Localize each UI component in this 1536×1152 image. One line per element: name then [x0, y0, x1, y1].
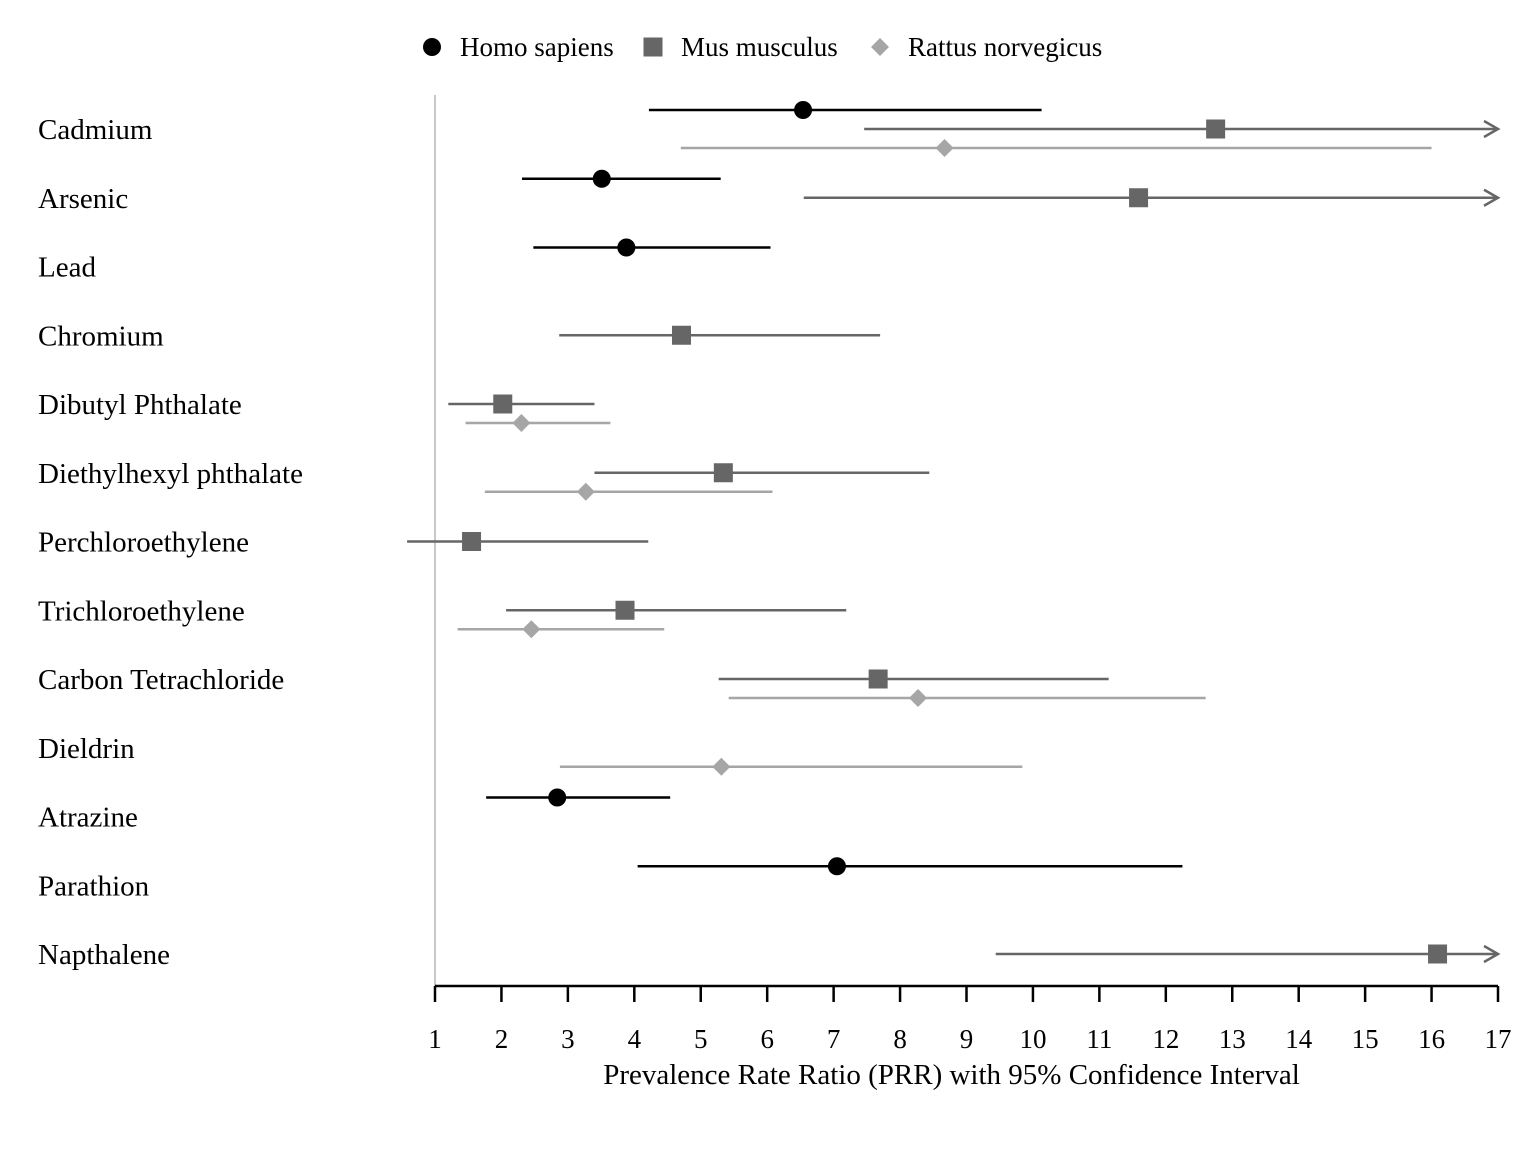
point-homo-sapiens-parathion	[827, 857, 846, 876]
point-homo-sapiens-lead	[617, 238, 636, 257]
legend-label: Homo sapiens	[460, 32, 614, 62]
legend-marker-diamond	[871, 38, 889, 56]
category-label-diethylhexyl-phthalate: Diethylhexyl phthalate	[38, 458, 303, 490]
category-label-dieldrin: Dieldrin	[38, 733, 135, 765]
point-homo-sapiens-cadmium	[794, 101, 813, 119]
point-rattus-norvegicus-carbon-tetrachloride	[909, 689, 928, 707]
point-rattus-norvegicus-cadmium	[935, 139, 954, 157]
x-tick-label: 9	[960, 1024, 974, 1054]
legend-label: Rattus norvegicus	[908, 32, 1102, 62]
category-label-trichloroethylene: Trichloroethylene	[38, 595, 245, 627]
ci-arrow-mus-musculus-cadmium	[1483, 119, 1501, 139]
x-tick-label: 1	[428, 1024, 442, 1054]
point-mus-musculus-trichloroethylene	[615, 600, 635, 620]
point-mus-musculus-cadmium	[1206, 119, 1226, 139]
point-homo-sapiens-atrazine	[548, 788, 567, 807]
point-rattus-norvegicus-dibutyl-phthalate	[512, 414, 531, 432]
x-tick-label: 4	[628, 1024, 642, 1054]
point-mus-musculus-chromium	[671, 325, 691, 345]
x-tick-label: 3	[561, 1024, 575, 1054]
x-tick-label: 6	[760, 1024, 774, 1054]
legend-label: Mus musculus	[681, 32, 838, 62]
series-rattus-norvegicus	[457, 139, 1432, 776]
category-label-perchloroethylene: Perchloroethylene	[38, 527, 249, 559]
point-mus-musculus-dibutyl-phthalate	[493, 394, 513, 414]
point-rattus-norvegicus-dieldrin	[712, 757, 731, 776]
x-tick-label: 12	[1152, 1024, 1179, 1054]
x-tick-label: 5	[694, 1024, 708, 1054]
legend-marker-square	[643, 37, 663, 57]
category-labels: Cadmium Arsenic Lead Chromium Dibutyl Phthal…	[38, 114, 303, 971]
x-tick-label: 7	[827, 1024, 841, 1054]
ci-arrow-mus-musculus-arsenic	[1483, 188, 1501, 207]
legend-item-mus-musculus: Mus musculus	[643, 32, 838, 62]
point-rattus-norvegicus-trichloroethylene	[522, 620, 541, 639]
confidence-intervals	[407, 101, 1501, 964]
category-label-carbon-tetrachloride: Carbon Tetrachloride	[38, 664, 284, 696]
x-tick-label: 10	[1019, 1024, 1046, 1054]
point-homo-sapiens-arsenic	[592, 169, 611, 188]
x-tick-label: 15	[1352, 1024, 1379, 1054]
category-label-parathion: Parathion	[38, 870, 150, 902]
point-mus-musculus-diethylhexyl-phthalate	[713, 463, 733, 483]
legend-item-rattus-norvegicus: Rattus norvegicus	[871, 32, 1102, 62]
category-label-dibutyl-phthalate: Dibutyl Phthalate	[38, 389, 242, 421]
series-homo-sapiens	[486, 101, 1183, 876]
x-tick-label: 13	[1219, 1024, 1246, 1054]
legend-marker-circle	[423, 38, 441, 56]
x-tick-label: 16	[1418, 1024, 1445, 1054]
point-mus-musculus-perchloroethylene	[462, 532, 482, 551]
point-mus-musculus-arsenic	[1129, 188, 1149, 208]
ci-arrow-mus-musculus-napthalene	[1483, 944, 1501, 964]
x-tick-label: 8	[893, 1024, 907, 1054]
x-axis-title: Prevalence Rate Ratio (PRR) with 95% Con…	[603, 1059, 1300, 1091]
category-label-lead: Lead	[38, 252, 96, 284]
x-tick-label: 14	[1285, 1024, 1313, 1054]
point-mus-musculus-napthalene	[1428, 944, 1448, 964]
x-axis: 1 2 3 4 5 6 7 8 9 10 11 12 13 14 15 16 17	[428, 984, 1512, 1054]
point-rattus-norvegicus-diethylhexyl-phthalate	[576, 482, 595, 501]
series-mus-musculus	[407, 119, 1501, 964]
x-tick-label: 17	[1485, 1024, 1512, 1054]
x-tick-label: 11	[1086, 1024, 1112, 1054]
category-label-arsenic: Arsenic	[38, 183, 128, 215]
legend-item-homo-sapiens: Homo sapiens	[423, 32, 614, 62]
category-label-napthalene: Napthalene	[38, 939, 170, 971]
category-label-chromium: Chromium	[38, 320, 164, 352]
category-label-atrazine: Atrazine	[38, 802, 138, 834]
point-mus-musculus-carbon-tetrachloride	[868, 669, 888, 689]
category-label-cadmium: Cadmium	[38, 114, 153, 146]
x-tick-label: 2	[495, 1024, 509, 1054]
legend: Homo sapiens Mus musculus Rattus norvegicu…	[423, 32, 1102, 62]
